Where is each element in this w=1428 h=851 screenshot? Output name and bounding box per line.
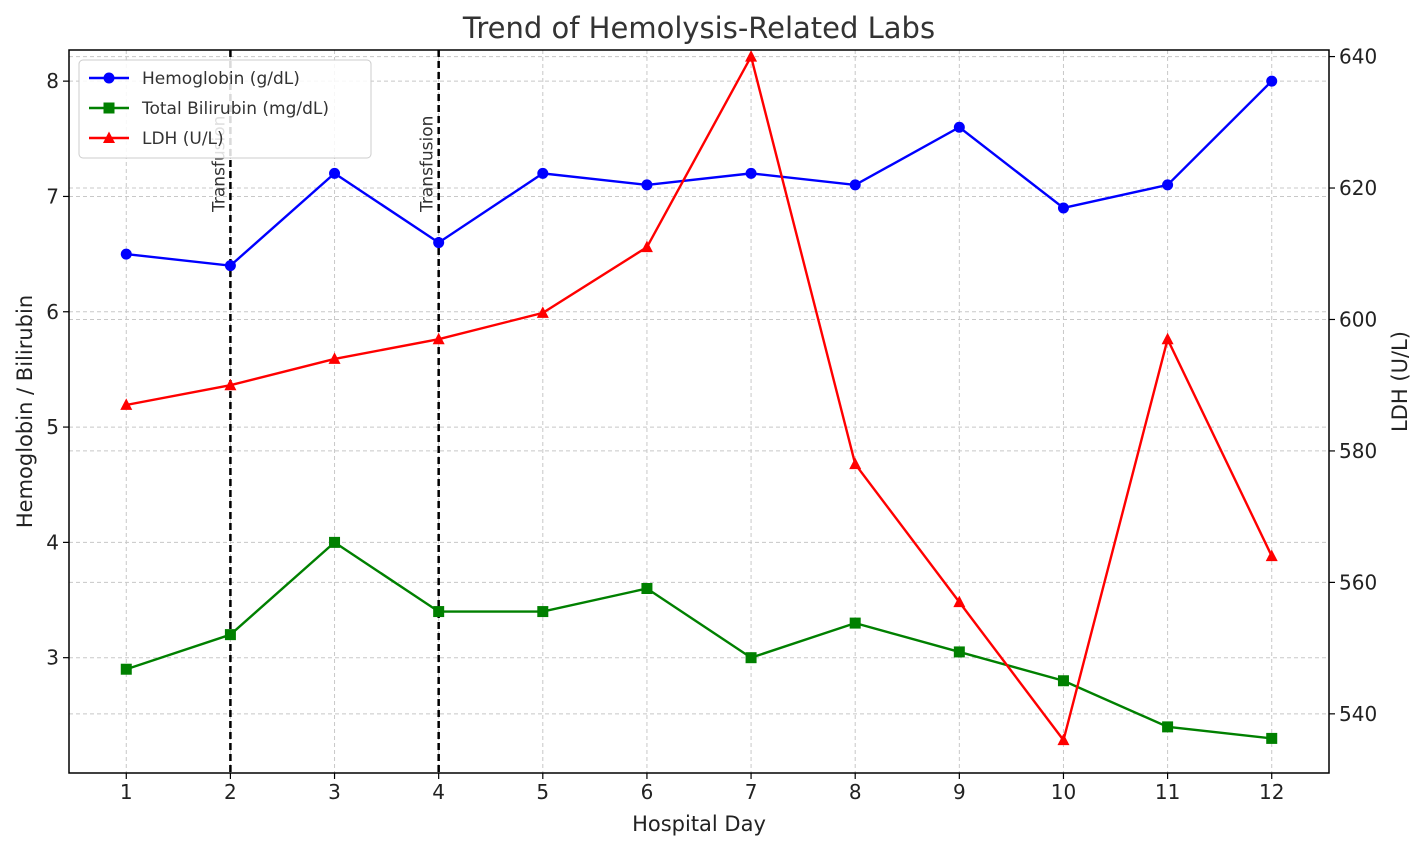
- series-0: [120, 75, 1278, 272]
- data-point: [1162, 179, 1174, 191]
- y-left-tick-label: 5: [46, 415, 59, 439]
- y-left-tick-label: 7: [46, 184, 59, 208]
- data-point: [953, 595, 966, 608]
- data-point: [224, 260, 236, 272]
- y-left-tick-label: 3: [46, 646, 59, 670]
- data-point: [953, 646, 965, 658]
- data-point: [1057, 675, 1069, 687]
- y-left-tick-label: 8: [46, 69, 59, 93]
- chart-title: Trend of Hemolysis-Related Labs: [462, 11, 935, 45]
- data-point: [849, 179, 861, 191]
- data-point: [1266, 75, 1278, 87]
- y-right-tick-label: 620: [1339, 176, 1377, 200]
- data-point: [537, 167, 549, 179]
- data-point: [120, 248, 132, 260]
- legend-label: Total Bilirubin (mg/dL): [141, 99, 329, 119]
- data-point: [329, 536, 341, 548]
- y-right-tick-label: 600: [1339, 307, 1377, 331]
- legend-entry: Total Bilirubin (mg/dL): [89, 99, 329, 119]
- data-point: [1057, 733, 1070, 746]
- data-point: [432, 332, 445, 345]
- data-point: [849, 457, 862, 470]
- data-point: [1057, 202, 1069, 214]
- transfusion-label: Transfusion: [418, 116, 438, 213]
- legend-box: [78, 59, 372, 159]
- series-1: [120, 536, 1278, 744]
- data-point: [1162, 721, 1174, 733]
- x-tick-label: 10: [1051, 780, 1076, 804]
- x-tick-label: 2: [224, 780, 237, 804]
- data-point: [953, 121, 965, 133]
- data-point: [849, 617, 861, 629]
- y-axis-right-label: LDH (U/L): [1388, 331, 1412, 432]
- data-point: [641, 583, 653, 595]
- y-axis-left-label: Hemoglobin / Bilirubin: [13, 295, 37, 528]
- x-tick-label: 11: [1155, 780, 1180, 804]
- data-point: [328, 352, 341, 364]
- data-point: [329, 167, 341, 179]
- data-point: [745, 50, 758, 62]
- series-line: [125, 540, 1272, 740]
- y-right-tick-label: 580: [1339, 439, 1377, 463]
- series-2: [120, 50, 1278, 746]
- legend-swatch-marker: [103, 72, 115, 84]
- x-tick-label: 5: [536, 780, 549, 804]
- data-point: [1266, 732, 1278, 744]
- data-point: [1265, 549, 1278, 562]
- data-point: [641, 179, 653, 191]
- data-point: [745, 167, 757, 179]
- x-tick-label: 6: [641, 780, 654, 804]
- x-tick-label: 8: [849, 780, 862, 804]
- data-point: [745, 652, 757, 664]
- x-tick-label: 3: [328, 780, 341, 804]
- legend-swatch-marker: [103, 102, 115, 114]
- x-axis-label: Hospital Day: [632, 812, 766, 836]
- series-line: [126, 53, 1273, 743]
- data-point: [433, 606, 445, 618]
- y-right-tick-label: 560: [1339, 570, 1377, 594]
- legend-label: Hemoglobin (g/dL): [142, 69, 300, 89]
- data-point: [640, 240, 653, 253]
- data-point: [537, 606, 549, 618]
- data-point: [224, 629, 236, 641]
- x-tick-label: 12: [1259, 780, 1284, 804]
- data-point: [1161, 332, 1174, 345]
- legend-label: LDH (U/L): [142, 129, 224, 149]
- x-tick-label: 9: [953, 780, 966, 804]
- data-point: [536, 306, 549, 318]
- legend-entry: Hemoglobin (g/dL): [89, 69, 300, 89]
- x-tick-label: 7: [745, 780, 758, 804]
- legend-swatch-marker: [103, 131, 115, 143]
- y-right-tick-label: 640: [1339, 45, 1377, 69]
- series-line: [126, 80, 1273, 267]
- x-tick-label: 4: [432, 780, 445, 804]
- plot-frame: [68, 49, 1330, 774]
- data-point: [120, 663, 132, 675]
- data-point: [120, 398, 133, 410]
- y-left-tick-label: 6: [46, 300, 59, 324]
- data-point: [433, 237, 445, 249]
- legend-entry: LDH (U/L): [89, 129, 224, 149]
- data-point: [224, 378, 237, 391]
- legend: Hemoglobin (g/dL) Total Bilirubin (mg/dL)…: [78, 59, 372, 159]
- x-tick-label: 1: [120, 780, 133, 804]
- y-right-tick-label: 540: [1339, 702, 1377, 726]
- series: [120, 50, 1278, 746]
- y-left-tick-label: 4: [46, 530, 59, 554]
